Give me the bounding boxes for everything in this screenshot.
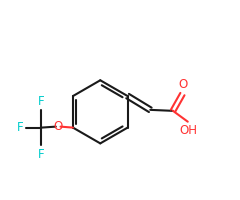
Text: O: O [54, 120, 63, 133]
Text: OH: OH [180, 124, 198, 137]
Text: F: F [38, 95, 45, 108]
Text: F: F [17, 121, 23, 134]
Text: F: F [38, 148, 45, 161]
Text: O: O [179, 78, 188, 91]
